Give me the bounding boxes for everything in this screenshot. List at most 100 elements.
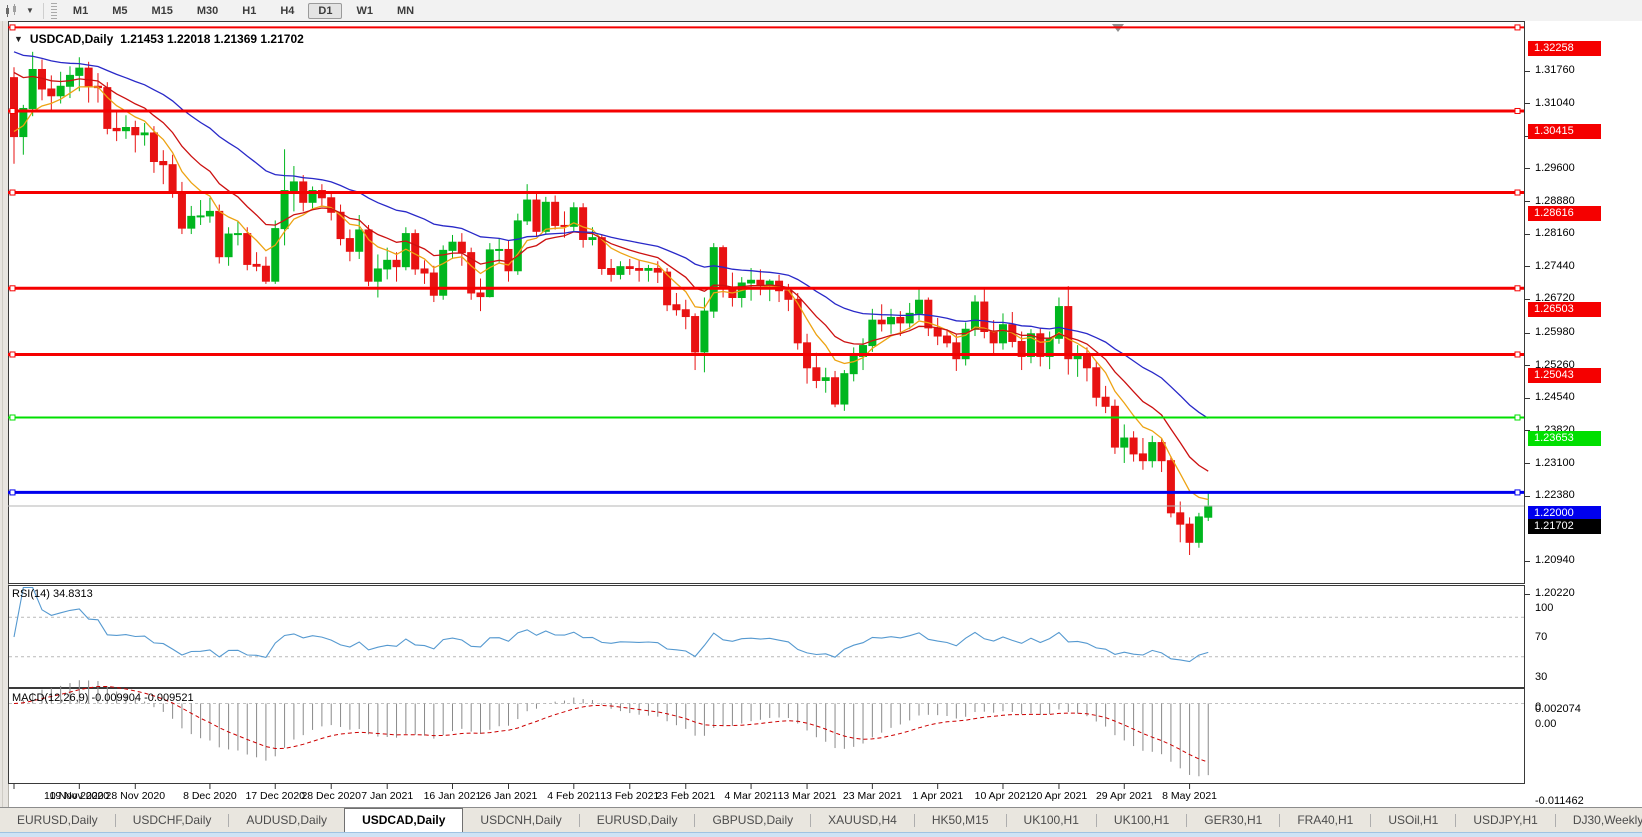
chart-symbol-label: USDCAD,Daily	[29, 32, 114, 46]
tab-separator	[694, 814, 696, 827]
timeframe-button-MN[interactable]: MN	[396, 4, 415, 17]
line-handle	[1514, 489, 1521, 496]
chart-tab-xauusd-h4[interactable]: XAUUSD,H4	[828, 813, 897, 827]
date-label: 20 Apr 2021	[1031, 790, 1088, 802]
price-line-badge[interactable]: 1.23653	[1528, 430, 1601, 446]
date-label: 16 Jan 2021	[424, 790, 482, 802]
timeframe-button-M15[interactable]: M15	[151, 4, 173, 17]
price-tick-label: 1.26720	[1535, 292, 1575, 305]
price-tick-mark	[1525, 593, 1530, 595]
moving-average-line-30	[13, 51, 1209, 419]
price-tick-label: 1.20220	[1535, 587, 1575, 600]
date-label: 13 Feb 2021	[600, 790, 659, 802]
macd-pane-frame	[8, 688, 1525, 784]
tab-separator	[1279, 814, 1281, 827]
tab-separator	[913, 814, 915, 827]
chart-tab-hk50-m15[interactable]: HK50,M15	[931, 813, 989, 827]
chart-tab-eurusd-daily[interactable]: EURUSD,Daily	[17, 813, 98, 827]
collapse-icon[interactable]: ▼	[14, 34, 23, 44]
timeframe-button-H4[interactable]: H4	[280, 4, 295, 17]
rsi-axis-label: 100	[1535, 601, 1554, 614]
timeframe-button-M30[interactable]: M30	[196, 4, 219, 17]
tab-separator	[114, 814, 116, 827]
date-label: 28 Dec 2020	[301, 790, 361, 802]
chart-tab-eurusd-daily[interactable]: EURUSD,Daily	[596, 813, 678, 827]
rsi-axis-label: 30	[1535, 670, 1548, 683]
line-handle	[9, 351, 16, 358]
chart-tab-usdjpy-h1[interactable]: USDJPY,H1	[1473, 813, 1538, 827]
price-tick-mark	[1525, 430, 1530, 432]
toolbar-grip[interactable]	[50, 2, 57, 19]
price-tick-label: 1.28880	[1535, 194, 1575, 207]
moving-average-line-13	[13, 71, 1209, 472]
chart-ohlc-values: 1.21453 1.22018 1.21369 1.21702	[120, 32, 304, 46]
chart-tab-audusd-daily[interactable]: AUDUSD,Daily	[246, 813, 328, 827]
macd-indicator-label: MACD(12,26,9) -0.009904 -0.009521	[12, 692, 194, 704]
chart-tab-uk100-h1[interactable]: UK100,H1	[1113, 813, 1170, 827]
chart-type-dropdown-icon[interactable]: ▼	[26, 6, 34, 15]
chart-tab-gbpusd-daily[interactable]: GBPUSD,Daily	[712, 813, 794, 827]
date-label: 29 Apr 2021	[1096, 790, 1153, 802]
chart-tab-usdchf-daily[interactable]: USDCHF,Daily	[132, 813, 212, 827]
macd-signal-line	[13, 686, 1209, 763]
chart-tab-ger30-h1[interactable]: GER30,H1	[1204, 813, 1263, 827]
date-label: 10 Nov 2020	[44, 790, 104, 802]
price-tick-label: 1.22380	[1535, 489, 1575, 502]
price-tick-label: 1.27440	[1535, 259, 1575, 272]
timeframe-button-W1[interactable]: W1	[356, 4, 373, 17]
timeframe-button-M5[interactable]: M5	[112, 4, 128, 17]
price-tick-label: 1.24540	[1535, 391, 1575, 404]
line-handle	[1514, 285, 1521, 292]
price-tick-mark	[1525, 201, 1530, 203]
chart-tab-usoil-h1[interactable]: USOil,H1	[1388, 813, 1439, 827]
price-line-badge[interactable]: 1.25043	[1528, 367, 1601, 383]
chart-tab-usdcnh-daily[interactable]: USDCNH,Daily	[480, 813, 562, 827]
line-handle	[9, 107, 16, 114]
price-line-badge[interactable]: 1.26503	[1528, 301, 1601, 317]
price-tick-label: 1.25980	[1535, 326, 1575, 338]
chart-type-icon[interactable]	[0, 0, 24, 21]
tab-separator	[1095, 814, 1097, 827]
price-line-badge[interactable]: 1.30415	[1528, 124, 1601, 140]
timeframe-button-M1[interactable]: M1	[72, 4, 89, 17]
chart-tab-dj30-weekly[interactable]: DJ30,Weekly	[1572, 813, 1642, 827]
current-price-badge: 1.21702	[1528, 519, 1601, 535]
price-tick-label: 1.28160	[1535, 227, 1575, 240]
price-line-badge[interactable]: 1.22000	[1528, 505, 1601, 521]
price-tick-mark	[1525, 103, 1530, 105]
chart-tab-uk100-h1[interactable]: UK100,H1	[1023, 813, 1079, 827]
moving-average-line-7	[13, 86, 1209, 501]
chart-window: 10 Nov 2020 19 Nov 2020 28 Nov 2020 8 Dec 2…	[0, 21, 1642, 837]
date-label: 1 Apr 2021	[912, 790, 963, 802]
date-label: 8 May 2021	[1162, 790, 1217, 802]
price-tick-label: 1.29600	[1535, 161, 1575, 174]
price-tick-label: 1.31760	[1535, 64, 1575, 76]
rsi-indicator-label: RSI(14) 34.8313	[12, 588, 93, 600]
price-tick-mark	[1525, 365, 1530, 367]
macd-axis-label: 0.002074	[1535, 703, 1581, 716]
toolbar-separator	[42, 2, 44, 19]
line-handle	[9, 489, 16, 496]
price-axis[interactable]: 1.317601.310401.303201.296001.288801.281…	[1525, 21, 1642, 807]
price-tick-label: 1.25260	[1535, 358, 1575, 371]
date-label: 23 Feb 2021	[656, 790, 715, 802]
timeframe-button-D1[interactable]: D1	[308, 2, 343, 19]
price-line-badge[interactable]: 1.32258	[1528, 40, 1601, 56]
price-tick-mark	[1525, 70, 1530, 72]
timeframe-button-H1[interactable]: H1	[242, 4, 257, 17]
tab-separator	[228, 814, 230, 827]
price-tick-label: 1.31040	[1535, 96, 1575, 109]
chart-tab-fra40-h1[interactable]: FRA40,H1	[1297, 813, 1354, 827]
rsi-line	[13, 586, 1209, 663]
tab-separator	[1186, 814, 1188, 827]
price-tick-mark	[1525, 168, 1530, 170]
main-pane-frame	[8, 21, 1525, 584]
price-tick-mark	[1525, 332, 1530, 334]
price-line-badge[interactable]: 1.28616	[1528, 206, 1601, 222]
toolbar: ▼ M1 M5 M15 M30 H1 H4 D1 W1 MN	[0, 0, 1642, 22]
chart-tab-usdcad-daily[interactable]: USDCAD,Daily	[344, 808, 464, 832]
date-label: 7 Jan 2021	[361, 790, 413, 802]
line-handle	[9, 24, 16, 31]
